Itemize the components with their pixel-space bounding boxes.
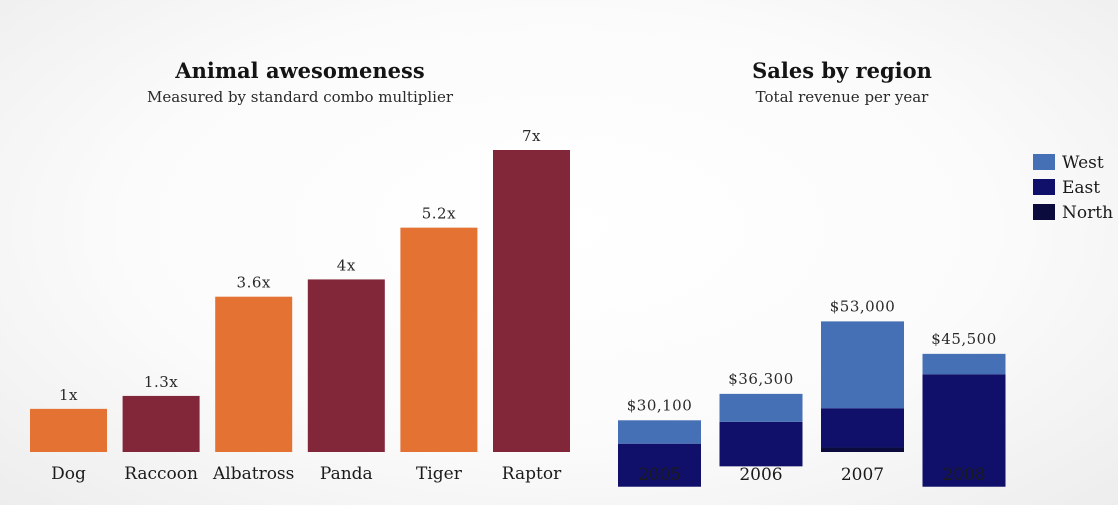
chart2-category-label: 2007 (841, 465, 884, 485)
chart2-category-label: 2005 (638, 465, 681, 485)
chart2-total-label: $30,100 (627, 396, 693, 414)
chart2-total-label: $45,500 (931, 330, 997, 348)
chart1-bar-albatross (215, 296, 293, 452)
chart1-title: Animal awesomeness (174, 58, 424, 83)
chart2-title: Sales by region (752, 58, 932, 83)
chart2-plot: $30,100 2005 $36,300 2006 $53,000 2007 $45,500… (618, 297, 1006, 487)
legend-swatch-west (1033, 154, 1055, 170)
chart2-segment-west (922, 353, 1006, 375)
chart1-value-label: 1x (59, 386, 78, 404)
chart1-value-label: 3.6x (237, 274, 271, 292)
chart1-category-label: Tiger (416, 464, 463, 484)
chart1-bar-dog (30, 408, 107, 452)
chart2-legend: West East North (1033, 153, 1113, 223)
chart1-bar-raccoon (122, 395, 200, 452)
chart1-value-label: 4x (337, 256, 356, 274)
chart2-subtitle: Total revenue per year (756, 88, 929, 106)
legend-swatch-north (1033, 204, 1055, 220)
chart1-plot: 1x Dog 1.3x Raccoon 3.6x Albatross 4x Panda 5.2x… (30, 127, 570, 484)
chart1-category-label: Albatross (212, 464, 294, 484)
chart2-segment-north (821, 447, 904, 452)
chart1-category-label: Dog (51, 464, 86, 484)
chart2-segment-east (618, 443, 701, 487)
chart2-segment-east (922, 374, 1006, 487)
chart2-segment-west (618, 420, 701, 444)
chart2-segment-west (719, 393, 803, 422)
chart2-segment-east (821, 408, 904, 448)
chart1-value-label: 7x (522, 127, 541, 145)
chart2-segment-east (719, 421, 803, 467)
chart2-total-label: $36,300 (728, 370, 794, 388)
chart2-total-label: $53,000 (830, 297, 896, 315)
chart2-category-label: 2008 (942, 465, 985, 485)
chart1-bar-tiger (400, 227, 478, 452)
chart2-category-label: 2006 (739, 465, 782, 485)
chart1-value-label: 5.2x (422, 205, 456, 223)
chart1-value-label: 1.3x (144, 373, 178, 391)
chart1-subtitle: Measured by standard combo multiplier (147, 88, 454, 106)
legend-swatch-east (1033, 179, 1055, 195)
chart1-category-label: Raccoon (124, 464, 198, 484)
legend-label-west: West (1062, 153, 1104, 173)
chart1-bar-raptor (493, 150, 570, 452)
chart1-bar-panda (307, 279, 385, 452)
chart1-category-label: Raptor (502, 464, 562, 484)
legend-label-north: North (1062, 203, 1113, 223)
chart2-segment-west (821, 321, 904, 409)
legend-label-east: East (1062, 178, 1100, 198)
chart1-category-label: Panda (320, 464, 373, 484)
